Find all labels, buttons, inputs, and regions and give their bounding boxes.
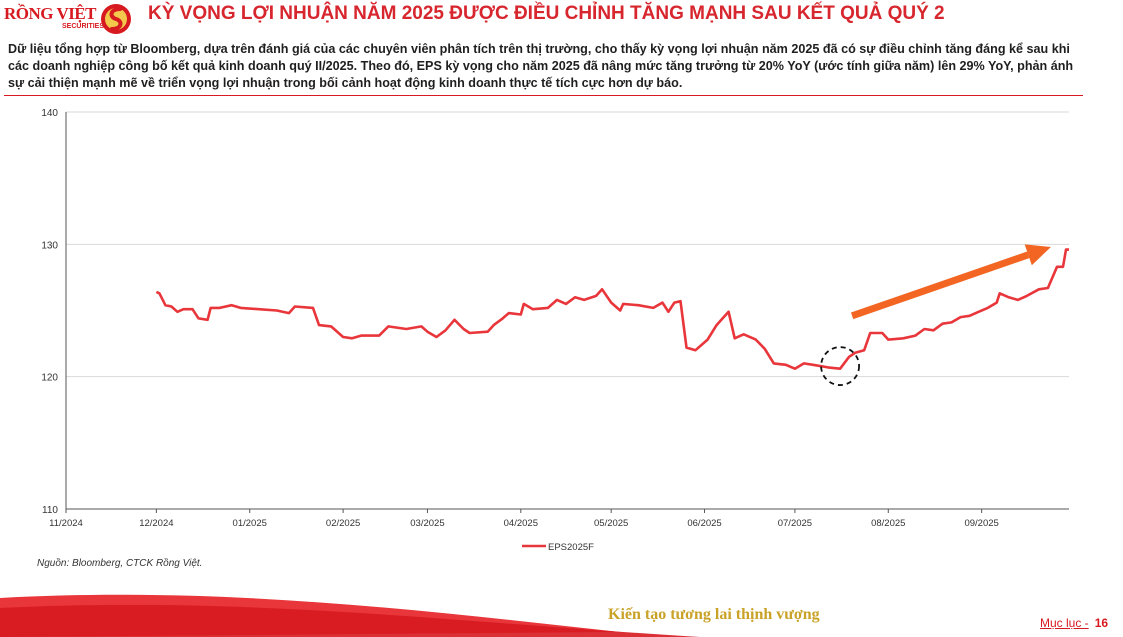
divider [4,95,1083,96]
page-number: 16 [1094,616,1109,630]
x-tick-label: 06/2025 [687,518,721,529]
brand-sub: SECURITIES [62,23,105,30]
toc-nav: Mục lục - 16 [1040,616,1108,630]
chart-axes: 110 120 130 140 11/2024 12/2024 01/2025 02/2025… [41,108,1069,529]
y-tick-label: 130 [41,240,58,251]
brand-logo: RỒNG VIỆT SECURITIES [4,2,134,36]
chart-grid [66,111,1069,378]
series-line-eps2025f [155,248,1069,370]
dragon-emblem-icon [101,4,131,34]
brand-name: RỒNG VIỆT [4,4,97,23]
x-tick-label: 02/2025 [326,518,360,529]
chart-annotations [820,244,1051,386]
x-tick-label: 07/2025 [778,518,812,529]
x-tick-label: 05/2025 [594,518,628,529]
chart-series [155,248,1069,370]
legend-label: EPS2025F [548,542,594,553]
slogan: Kiến tạo tương lai thịnh vượng [608,606,820,623]
toc-link[interactable]: Mục lục - [1040,616,1089,630]
description: Dữ liệu tổng hợp từ Bloomberg, dựa trên … [8,42,1074,90]
page-title: KỲ VỌNG LỢI NHUẬN NĂM 2025 ĐƯỢC ĐIỀU CHỈ… [148,3,945,24]
x-tick-label: 09/2025 [964,518,998,529]
trend-arrow-shaft [850,251,1030,320]
x-tick-label: 08/2025 [871,518,905,529]
x-tick-label: 03/2025 [410,518,444,529]
y-tick-label: 140 [41,108,58,119]
eps-chart: 110 120 130 140 11/2024 12/2024 01/2025 02/2025… [41,108,1069,553]
x-tick-label: 01/2025 [233,518,267,529]
footer-wave [0,594,700,637]
x-tick-label: 04/2025 [504,518,538,529]
highlight-circle [820,346,860,386]
x-tick-label: 12/2024 [139,518,173,529]
y-tick-label: 120 [41,373,58,384]
trend-arrow-head [1024,244,1051,266]
y-tick-label: 110 [42,505,58,516]
chart-legend: EPS2025F [522,542,594,553]
x-tick-label: 11/2024 [49,518,83,529]
source-note: Nguồn: Bloomberg, CTCK Rồng Việt. [37,558,203,569]
